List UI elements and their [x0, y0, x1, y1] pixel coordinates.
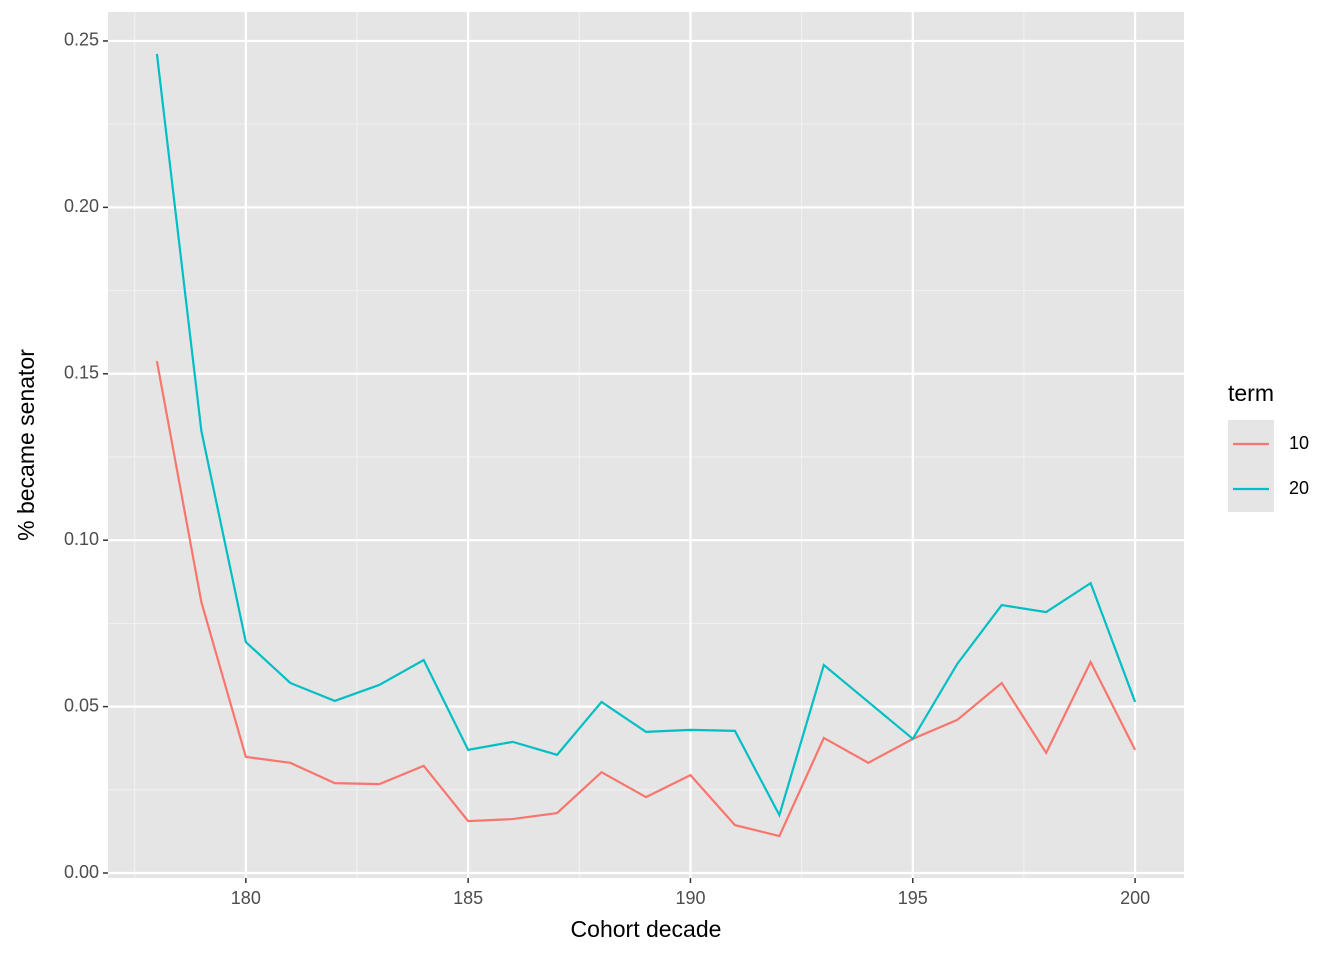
line — [155, 360, 1137, 838]
x-tick-label: 185 — [453, 888, 483, 908]
y-tick-label: 0.15 — [64, 363, 99, 383]
x-tick-label: 195 — [898, 888, 928, 908]
y-tick-label: 0.20 — [64, 196, 99, 216]
y-tick-label: 0.00 — [64, 862, 99, 882]
line — [155, 53, 1137, 818]
y-tick-label: 0.25 — [64, 30, 99, 50]
y-tick-label: 0.10 — [64, 529, 99, 549]
y-axis-title: % became senator — [13, 349, 39, 541]
panel — [108, 12, 1184, 878]
legend-key-area — [1228, 420, 1274, 512]
y-tick-label: 0.05 — [64, 695, 99, 715]
legend-label: 20 — [1289, 478, 1309, 498]
x-tick-label: 190 — [675, 888, 705, 908]
x-tick-label: 180 — [231, 888, 261, 908]
x-tick-label: 200 — [1120, 888, 1150, 908]
legend-title: term — [1228, 380, 1274, 406]
legend-label: 10 — [1289, 433, 1309, 453]
x-axis-title: Cohort decade — [571, 916, 722, 942]
